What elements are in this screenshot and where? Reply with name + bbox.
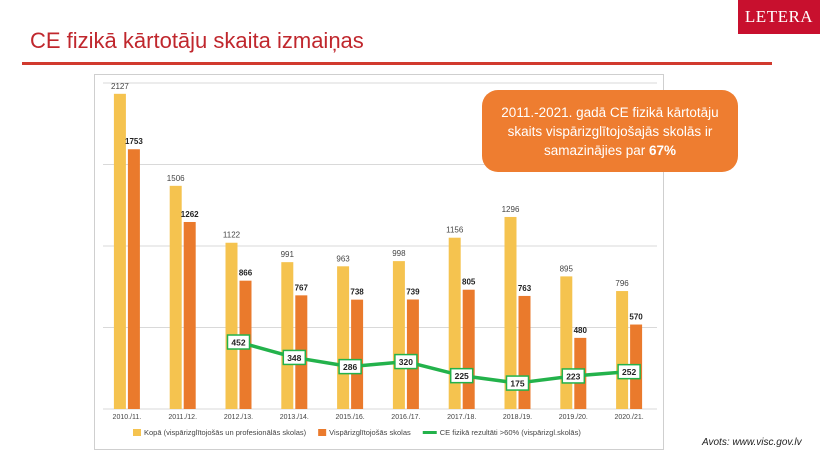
x-tick-label: 2018./19. [503, 414, 532, 421]
line-data-label: 286 [343, 362, 357, 372]
page-title: CE fizikā kārtotāju skaita izmaiņas [30, 28, 364, 53]
line-marker [505, 375, 530, 391]
bar-general [183, 221, 196, 409]
line-marker [394, 353, 418, 370]
data-label-total: 2127 [111, 82, 129, 91]
letera-logo: LETERA [738, 0, 820, 34]
data-label-total: 796 [615, 279, 629, 288]
data-label-total: 1122 [223, 231, 241, 240]
data-label-total: 998 [392, 249, 406, 258]
x-tick-label: 2016./17. [391, 414, 420, 421]
x-tick-label: 2010./11. [113, 414, 142, 421]
x-tick-label: 2013./14. [280, 414, 309, 421]
bar-general [518, 295, 531, 409]
legend-label: Vispārizglītojošās skolas [329, 428, 411, 437]
data-label-general: 1753 [125, 137, 143, 146]
line-marker [226, 334, 251, 350]
line-marker [561, 368, 586, 384]
bar-total [560, 276, 573, 409]
data-label-total: 963 [336, 254, 350, 263]
bar-general [127, 149, 140, 409]
data-label-general: 866 [239, 269, 253, 278]
line-data-label: 348 [287, 353, 301, 363]
data-label-total: 1156 [446, 226, 464, 235]
bar-general [351, 299, 364, 409]
line-marker [449, 367, 474, 384]
x-tick-label: 2012./13. [224, 414, 253, 421]
line-marker [617, 363, 641, 380]
title-underline [22, 62, 772, 65]
source-note: Avots: www.visc.gov.lv [702, 437, 802, 448]
legend-swatch [318, 429, 327, 436]
data-label-general: 480 [574, 326, 588, 335]
bar-total [169, 185, 182, 409]
data-label-total: 1506 [167, 174, 185, 183]
line-data-label: 452 [231, 338, 245, 348]
x-tick-label: 2020./21. [614, 414, 643, 421]
x-tick-label: 2019./20. [559, 414, 588, 421]
bar-general [462, 289, 475, 409]
line-data-label: 175 [510, 379, 524, 389]
data-label-general: 767 [295, 283, 309, 292]
bar-total [337, 266, 350, 409]
callout-percentage: 67% [649, 142, 677, 158]
summary-callout: 2011.-2021. gadā CE fizikā kārtotāju ska… [482, 90, 738, 172]
line-marker [338, 358, 362, 375]
data-label-total: 991 [281, 250, 295, 259]
bar-total [392, 261, 405, 409]
bar-total [504, 216, 517, 409]
x-tick-label: 2015./16. [335, 414, 364, 421]
data-label-general: 763 [518, 284, 532, 293]
bar-total [448, 237, 461, 409]
legend-label: Kopā (vispārizglītojošās un profesionālā… [144, 428, 307, 437]
callout-body: 2011.-2021. gadā CE fizikā kārtotāju ska… [501, 104, 719, 158]
data-label-general: 570 [629, 313, 643, 322]
line-data-label: 320 [399, 357, 413, 367]
bar-line-chart: 2127 1753 2010./11. 1506 1262 2011./12. 1122 86… [103, 82, 657, 437]
data-label-general: 739 [406, 287, 420, 296]
x-tick-label: 2011./12. [168, 414, 197, 421]
bar-total [616, 291, 629, 409]
data-label-general: 805 [462, 278, 476, 287]
legend-swatch [133, 429, 141, 436]
line-marker [282, 349, 307, 366]
line-data-label: 223 [566, 371, 580, 381]
data-label-general: 1262 [181, 210, 199, 219]
x-tick-label: 2017./18. [447, 414, 476, 421]
callout-text: 2011.-2021. gadā CE fizikā kārtotāju ska… [492, 103, 728, 160]
legend-label: CE fizikā rezultāti >60% (vispārizgl.sko… [440, 428, 582, 437]
bar-total [225, 242, 238, 409]
data-label-total: 895 [560, 264, 574, 273]
data-label-total: 1296 [502, 205, 520, 214]
line-data-label: 252 [622, 367, 636, 377]
bar-total [281, 262, 294, 409]
line-data-label: 225 [455, 371, 469, 381]
data-label-general: 738 [350, 288, 364, 297]
bar-total [113, 93, 126, 410]
